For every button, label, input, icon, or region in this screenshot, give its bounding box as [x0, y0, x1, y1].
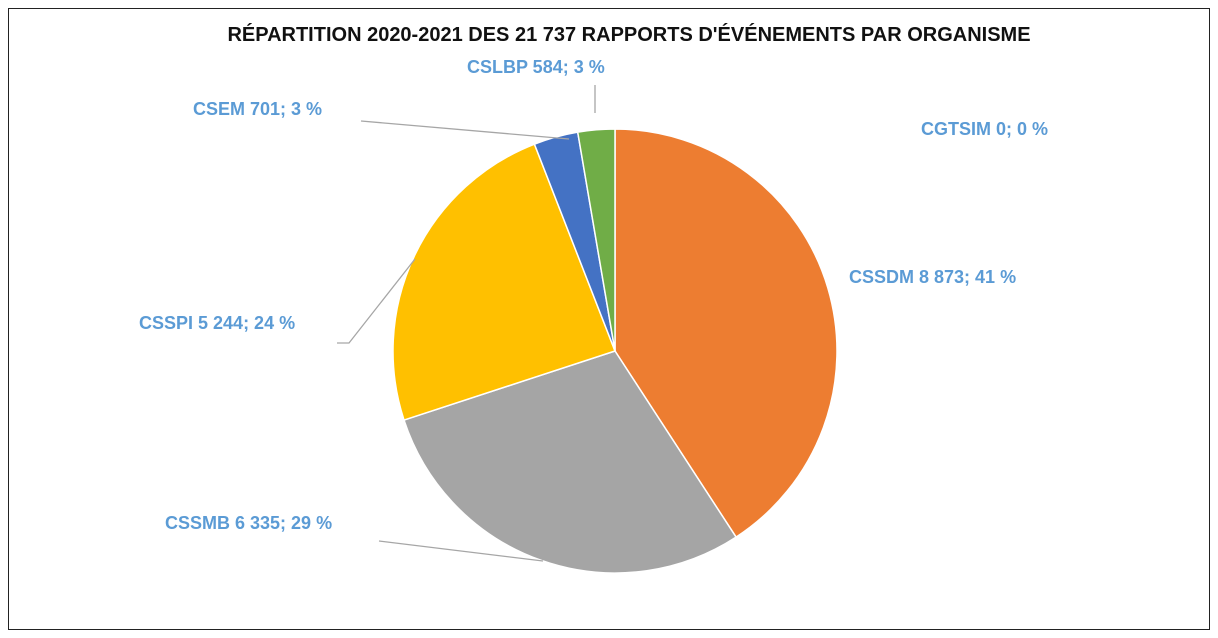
pie-chart: RÉPARTITION 2020-2021 DES 21 737 RAPPORT… [139, 23, 1048, 574]
leader-line-csem [360, 120, 570, 140]
leader-line-cssmb [378, 540, 544, 562]
data-label-cssmb: CSSMB 6 335; 29 % [165, 513, 332, 533]
pie-slice-cslbp [576, 128, 616, 352]
chart-frame: RÉPARTITION 2020-2021 DES 21 737 RAPPORT… [8, 8, 1210, 630]
leader-lines [337, 85, 596, 562]
leader-line-csspi [337, 258, 416, 344]
data-label-csem: CSEM 701; 3 % [193, 99, 322, 119]
data-labels: CSSDM 8 873; 41 % CSSMB 6 335; 29 % CSSPI … [139, 57, 1048, 533]
data-label-csspi: CSSPI 5 244; 24 % [139, 313, 295, 333]
chart-title: RÉPARTITION 2020-2021 DES 21 737 RAPPORT… [227, 23, 1030, 46]
pie-slice-csspi [392, 143, 616, 422]
data-label-cssdm: CSSDM 8 873; 41 % [849, 267, 1016, 287]
data-label-cgtsim: CGTSIM 0; 0 % [921, 119, 1048, 139]
pie-slices [392, 128, 838, 574]
data-label-cslbp: CSLBP 584; 3 % [467, 57, 605, 77]
